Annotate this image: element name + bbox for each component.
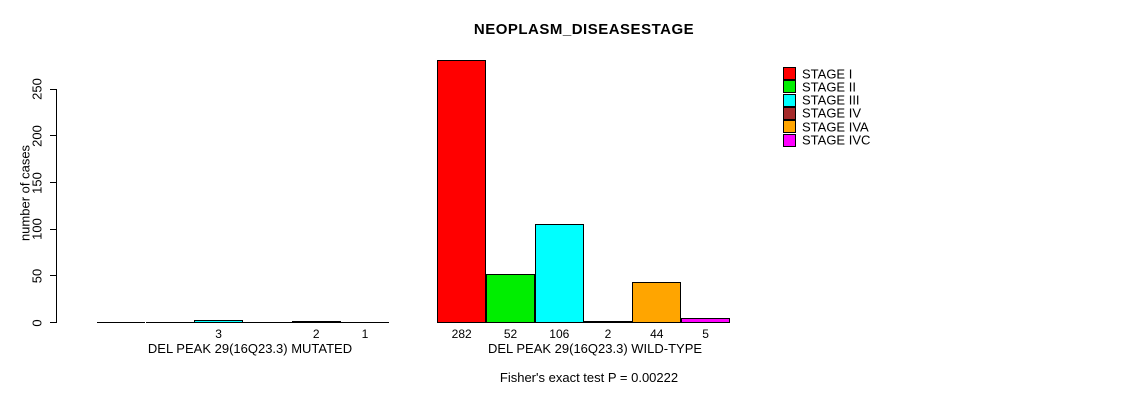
bar-stage-i-group1	[437, 60, 487, 323]
y-axis-tick-label: 200	[29, 125, 45, 147]
bar-stage-ii-group0	[145, 322, 195, 323]
legend-label-stage-iii: STAGE III	[802, 92, 860, 108]
bar-value-label: 2	[312, 327, 320, 341]
y-axis-tick-label: 250	[29, 78, 45, 101]
bar-value-label: 44	[650, 327, 664, 341]
legend-swatch-stage-i	[783, 67, 796, 80]
y-axis-tick	[50, 275, 57, 277]
x-group-label-mutated: DEL PEAK 29(16Q23.3) MUTATED	[147, 341, 353, 356]
y-axis-tick	[50, 182, 57, 184]
legend-label-stage-iv: STAGE IV	[802, 105, 861, 121]
bar-value-label: 106	[549, 327, 570, 341]
bar-stage-iva-group1	[632, 282, 682, 323]
y-axis-tick	[50, 228, 57, 230]
bar-stage-iii-group0	[194, 320, 244, 323]
chart-title: NEOPLASM_DISEASESTAGE	[473, 21, 695, 38]
bar-stage-ivc-group1	[681, 318, 730, 323]
y-axis-tick	[50, 322, 57, 323]
legend-swatch-stage-iv	[783, 106, 796, 120]
y-axis-tick-label: 0	[29, 318, 45, 327]
bar-value-label: 2	[604, 327, 612, 341]
legend-swatch-stage-iii	[783, 93, 796, 107]
legend-label-stage-ivc: STAGE IVC	[802, 132, 871, 148]
bar-stage-i-group0	[96, 322, 146, 323]
bar-value-label: 3	[215, 327, 222, 341]
y-axis-tick-label: 50	[29, 268, 45, 284]
legend-swatch-stage-ivc	[783, 133, 796, 147]
legend-label-stage-i: STAGE I	[802, 66, 853, 81]
legend-label-stage-ii: STAGE II	[802, 79, 856, 95]
legend-swatch-stage-iva	[783, 120, 796, 134]
y-axis-tick	[50, 135, 57, 137]
bar-value-label: 1	[361, 327, 369, 341]
y-axis-tick-label: 150	[29, 171, 45, 194]
bar-stage-iva-group0	[291, 321, 341, 323]
x-group-label-wildtype: DEL PEAK 29(16Q23.3) WILD-TYPE	[487, 341, 703, 356]
fisher-test-annotation: Fisher's exact test P = 0.00222	[499, 370, 679, 385]
bar-value-label: 52	[503, 327, 518, 341]
y-axis-tick	[50, 88, 57, 90]
bar-stage-ivc-group0	[340, 322, 390, 323]
bar-value-label: 5	[702, 327, 709, 341]
legend-swatch-stage-ii	[783, 80, 796, 94]
y-axis-tick-label: 100	[29, 218, 45, 241]
bar-stage-iv-group0	[243, 322, 292, 323]
bar-value-label: 282	[451, 327, 472, 341]
legend-label-stage-iva: STAGE IVA	[802, 119, 869, 135]
y-axis-line	[56, 89, 57, 323]
bar-stage-ii-group1	[486, 274, 535, 323]
bar-stage-iii-group1	[534, 224, 584, 323]
bar-stage-iv-group1	[583, 321, 633, 323]
